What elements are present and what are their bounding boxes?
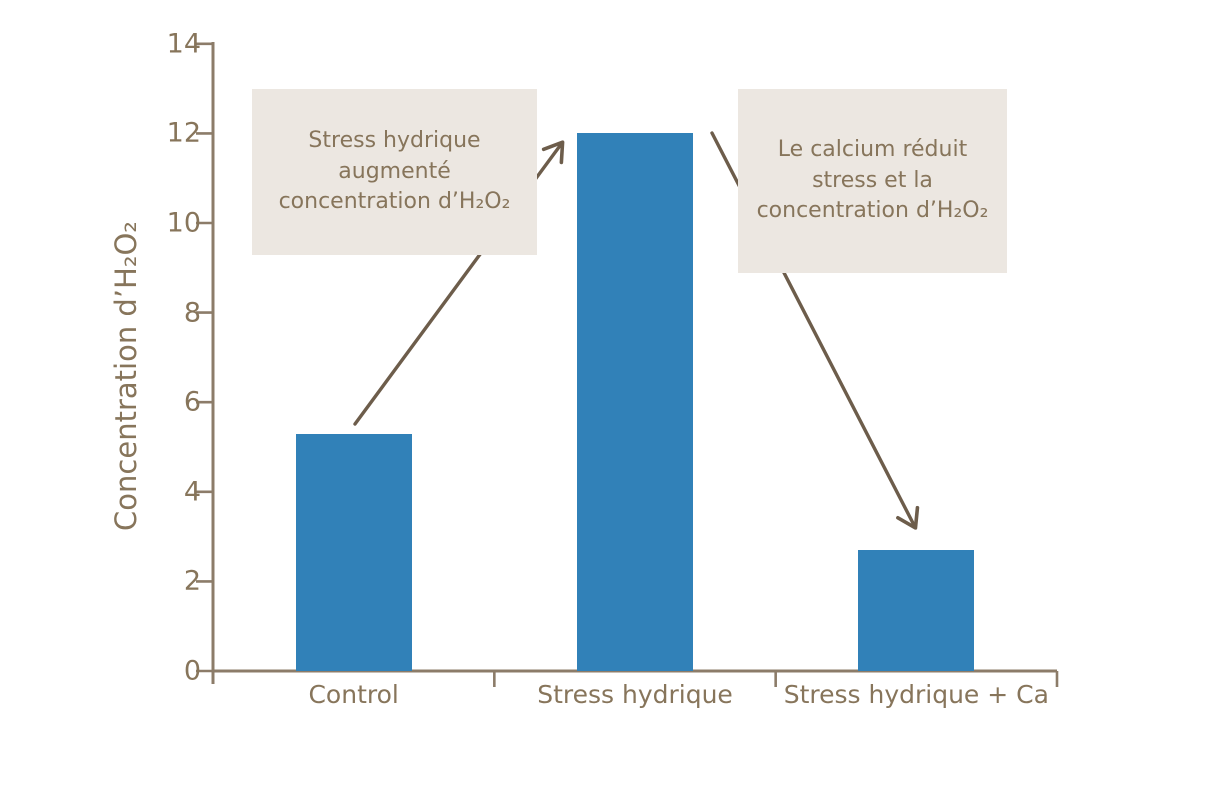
callout-line: Le calcium réduit [777, 137, 968, 163]
y-tick-label-4: 4 [183, 476, 201, 508]
callout-line: concentration d’H₂O₂ [756, 198, 989, 224]
bar-control [295, 433, 412, 671]
callout-line: Stress hydrique [308, 128, 481, 154]
y-tick-label-2: 2 [183, 565, 201, 597]
callout-calcium-reduces: Le calcium réduit stress et la concentra… [738, 89, 1007, 273]
x-label-stress-hydrique-ca: Stress hydrique + Ca [783, 680, 1049, 709]
bar-stress-hydrique-ca [858, 550, 975, 671]
callout-line: concentration d’H₂O₂ [278, 189, 511, 215]
callout-line: stress et la [812, 167, 933, 193]
x-label-stress-hydrique: Stress hydrique [537, 680, 733, 709]
callout-line: augmenté [338, 158, 451, 184]
bar-stress-hydrique [577, 133, 693, 671]
y-tick-label-8: 8 [183, 297, 201, 329]
y-tick-label-12: 12 [166, 117, 201, 149]
y-axis-title: Concentration d’H₂O₂ [109, 221, 143, 531]
y-tick-label-6: 6 [183, 386, 201, 418]
x-label-control: Control [308, 680, 399, 709]
callout-stress-increase: Stress hydrique augmenté concentration d… [252, 89, 537, 255]
y-tick-label-0: 0 [183, 655, 201, 687]
y-tick-label-10: 10 [166, 207, 201, 239]
y-tick-label-14: 14 [166, 28, 201, 60]
